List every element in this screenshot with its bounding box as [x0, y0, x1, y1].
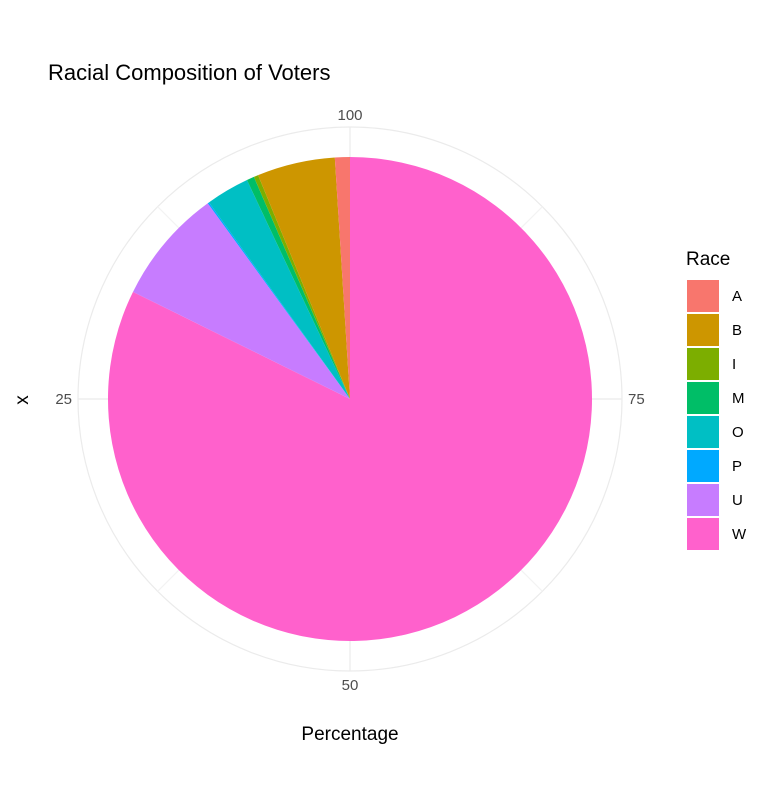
- x-axis-title: Percentage: [301, 724, 398, 745]
- theta-tick-50: 50: [342, 677, 359, 694]
- theta-tick-100: 100: [337, 107, 362, 124]
- legend-swatch-u: [687, 484, 719, 516]
- legend-swatch-a: [687, 280, 719, 312]
- legend-label-m: M: [732, 390, 745, 407]
- legend-swatch-p: [687, 450, 719, 482]
- theta-tick-75: 75: [628, 391, 645, 408]
- pie-slices: [107, 157, 593, 641]
- legend-title: Race: [686, 249, 730, 270]
- legend-label-p: P: [732, 458, 742, 475]
- legend-label-w: W: [732, 526, 747, 543]
- pie-slice-p: [207, 202, 350, 399]
- legend-swatch-b: [687, 314, 719, 346]
- pie-slice-u: [133, 203, 350, 399]
- pie-slice-m: [246, 176, 350, 399]
- legend-label-u: U: [732, 492, 743, 509]
- y-axis-title: x: [12, 395, 33, 405]
- legend-swatch-w: [687, 518, 719, 550]
- chart-title: Racial Composition of Voters: [48, 60, 330, 85]
- legend-label-a: A: [732, 288, 742, 305]
- pie-slice-b: [258, 157, 350, 399]
- pie-slice-o: [208, 180, 350, 399]
- pie-slice-a: [334, 157, 350, 399]
- legend-label-o: O: [732, 424, 744, 441]
- pie-slice-i: [253, 175, 350, 399]
- theta-tick-labels: 100 25 50 75: [55, 107, 644, 694]
- legend-swatch-o: [687, 416, 719, 448]
- legend-swatch-m: [687, 382, 719, 414]
- legend-label-b: B: [732, 322, 742, 339]
- legend-swatch-i: [687, 348, 719, 380]
- theta-tick-25: 25: [55, 391, 72, 408]
- legend-label-i: I: [732, 356, 736, 373]
